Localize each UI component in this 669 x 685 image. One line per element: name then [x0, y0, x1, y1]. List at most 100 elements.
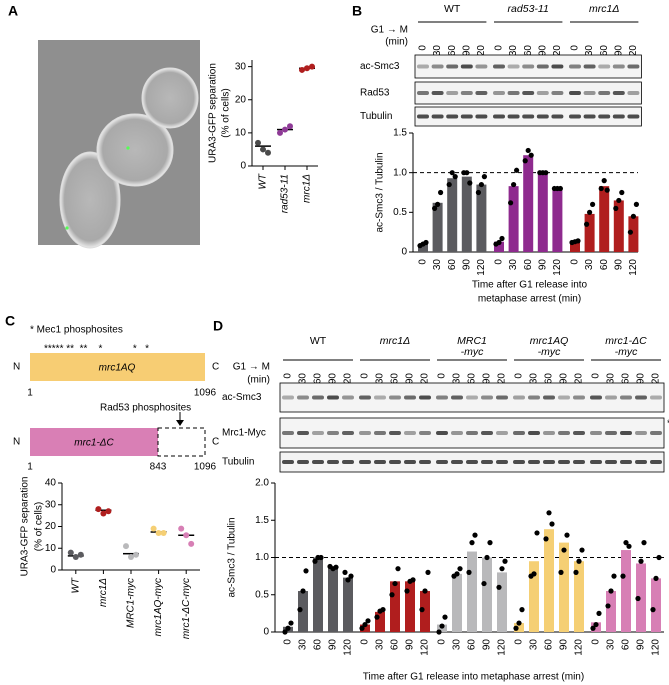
blot-band	[374, 431, 386, 435]
x-tick-label: 90	[636, 639, 647, 651]
data-point	[277, 129, 283, 136]
blot-band	[481, 460, 493, 464]
data-point	[656, 554, 662, 561]
lane-label: 90	[405, 373, 416, 385]
lane-label: 60	[467, 373, 478, 385]
lane-label: 90	[328, 373, 339, 385]
data-point	[593, 621, 599, 628]
blot-band	[543, 460, 555, 464]
blot-band	[481, 395, 493, 400]
lane-label: 120	[476, 45, 487, 62]
bar	[482, 557, 492, 632]
bar	[559, 542, 569, 632]
lane-label: 120	[574, 373, 585, 390]
blot-band	[551, 91, 564, 95]
bar	[360, 624, 370, 632]
y-tick-label: 0.5	[255, 589, 269, 600]
blot-row-label: ac-Smc3	[222, 392, 262, 403]
data-point	[534, 530, 540, 536]
panel-label: D	[213, 318, 223, 334]
data-point	[623, 540, 629, 546]
panel-label: B	[352, 3, 362, 19]
residue: 1096	[194, 462, 217, 473]
blot-band	[543, 395, 555, 400]
blot-band	[543, 431, 555, 435]
data-point	[584, 221, 590, 227]
data-point	[392, 580, 398, 587]
blot-band	[536, 64, 549, 69]
blot-band	[389, 431, 401, 435]
x-tick-label: 30	[432, 259, 443, 271]
lane-label: 60	[313, 373, 324, 385]
terminus: N	[13, 437, 20, 448]
blot-band	[569, 64, 581, 69]
blot-header: mrc1Δ	[379, 335, 411, 347]
blot-row-label: ac-Smc3	[360, 61, 400, 72]
data-point	[362, 621, 368, 628]
blot-header: WT	[444, 3, 461, 15]
bar	[628, 216, 639, 252]
data-point	[466, 569, 472, 576]
data-point	[496, 584, 502, 590]
bar	[584, 213, 595, 252]
data-point	[449, 170, 455, 176]
x-tick-label: 60	[390, 639, 401, 651]
x-tick-label: 60	[447, 259, 458, 271]
data-point	[633, 201, 640, 207]
x-tick-label: 120	[552, 259, 563, 276]
data-point	[464, 170, 470, 176]
y-tick-label: 1.0	[255, 552, 269, 563]
blot-header: mrc1AQ -myc	[529, 335, 569, 358]
blot-band	[374, 395, 386, 400]
x-tick-label: 120	[343, 639, 354, 656]
x-tick-label: 90	[537, 259, 548, 271]
y-tick-label: 20	[45, 521, 57, 532]
bar	[537, 172, 548, 252]
data-point	[590, 625, 596, 631]
x-tick-label: mrc1Δ	[302, 174, 313, 203]
bar	[497, 572, 507, 632]
data-point	[105, 508, 112, 515]
x-tick-label: 60	[599, 259, 610, 271]
unit-label: (min)	[385, 37, 408, 48]
blot-band	[551, 114, 564, 119]
data-point	[481, 580, 487, 587]
data-point	[508, 200, 514, 206]
bar	[494, 241, 504, 252]
data-point	[348, 573, 354, 579]
data-point	[318, 554, 324, 561]
blot-band	[522, 64, 535, 69]
data-point	[422, 588, 428, 594]
unit-label: (min)	[247, 375, 270, 386]
bar	[452, 573, 462, 632]
data-point	[558, 569, 564, 576]
data-point	[627, 229, 634, 235]
blot-band	[417, 64, 429, 69]
blot-band	[451, 395, 463, 400]
data-point	[150, 525, 157, 532]
blot-band	[598, 91, 611, 95]
data-point	[543, 170, 549, 176]
bar	[313, 557, 323, 632]
blot-band	[573, 395, 585, 400]
data-point	[510, 181, 517, 188]
data-point	[395, 566, 401, 572]
blot-band	[312, 460, 324, 464]
blot-band	[620, 431, 632, 435]
x-tick-label: 0	[418, 259, 429, 265]
data-point	[436, 629, 442, 635]
y-tick-label: 30	[45, 499, 57, 510]
data-point	[303, 568, 309, 574]
data-point	[549, 521, 555, 527]
data-point	[613, 205, 619, 211]
blot-row-label: Tubulin	[360, 111, 392, 122]
bar	[461, 176, 472, 252]
blot-band	[446, 114, 459, 119]
data-point	[128, 553, 134, 560]
lane-label: 0	[360, 373, 371, 379]
lane-label: 90	[461, 45, 472, 57]
domain-legend: * Mec1 phosphosites	[30, 325, 123, 336]
lane-label: 60	[390, 373, 401, 385]
data-point	[525, 147, 531, 154]
blot-band	[583, 91, 596, 95]
